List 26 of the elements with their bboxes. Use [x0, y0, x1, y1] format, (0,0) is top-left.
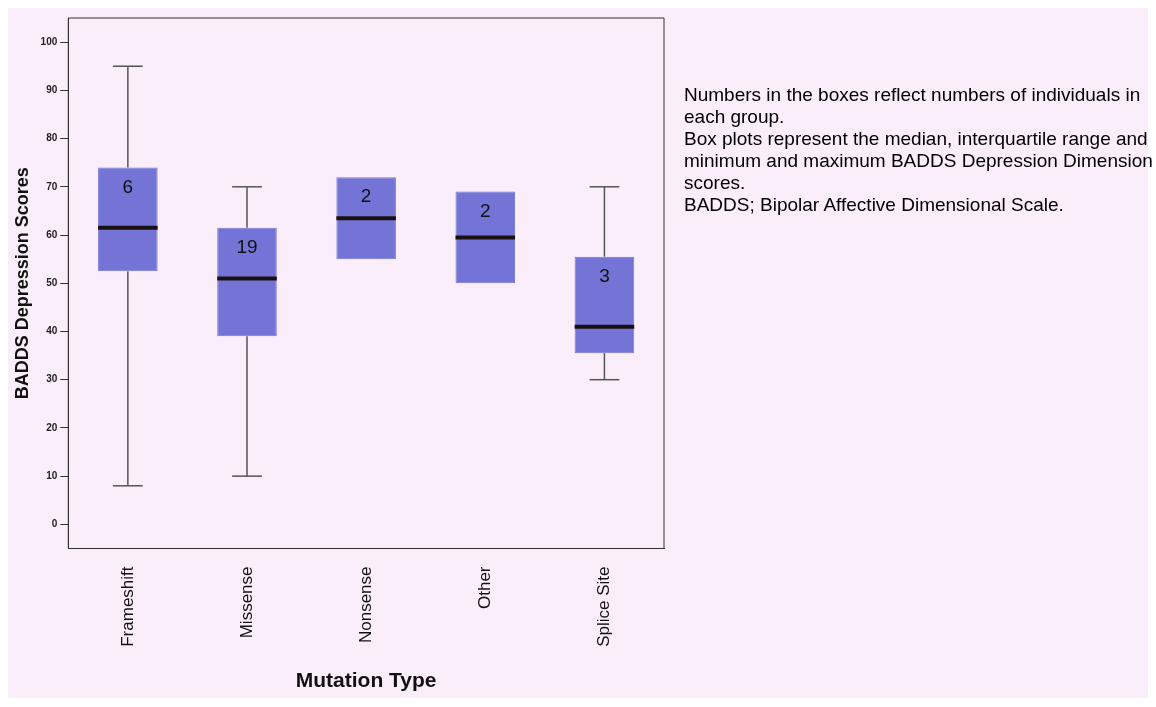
y-tick-label: 100 [40, 35, 58, 47]
y-tick-label: 90 [46, 84, 58, 96]
y-tick-label: 10 [46, 469, 58, 481]
text: Box plots represent the median, interquartile range and minimum and maximum BADDS Depression Dimension scores. [684, 128, 1154, 194]
y-tick-label: 50 [46, 276, 58, 288]
x-tick-label: Nonsense [355, 566, 375, 644]
annotation: 2 [480, 199, 491, 221]
y-tick-label: 70 [46, 180, 58, 192]
annotation: 19 [236, 236, 258, 258]
y-tick-label: 80 [46, 132, 58, 144]
x-tick-label: Missense [236, 566, 256, 639]
x-tick-label: Splice Site [594, 566, 614, 647]
annotation: 6 [122, 175, 134, 197]
y-tick-label: 60 [46, 228, 58, 240]
y-tick-label: 40 [46, 325, 58, 337]
x-tick-label: Frameshift [117, 566, 137, 647]
annotation: 2 [360, 185, 372, 207]
y-tick-label: 20 [46, 421, 58, 433]
x-tick-label: Other [474, 566, 494, 610]
text: Numbers in the boxes reflect numbers of individuals in each group. [684, 84, 1142, 128]
y-tick-label: 30 [46, 373, 58, 385]
x-axis-title: Mutation Type [295, 668, 437, 692]
y-axis-title: BADDS Depression Scores [11, 167, 32, 400]
text: BADDS; Bipolar Affective Dimensional Scale. [684, 194, 1065, 216]
y-tick-label: 0 [51, 518, 58, 530]
annotation: 3 [599, 264, 610, 286]
